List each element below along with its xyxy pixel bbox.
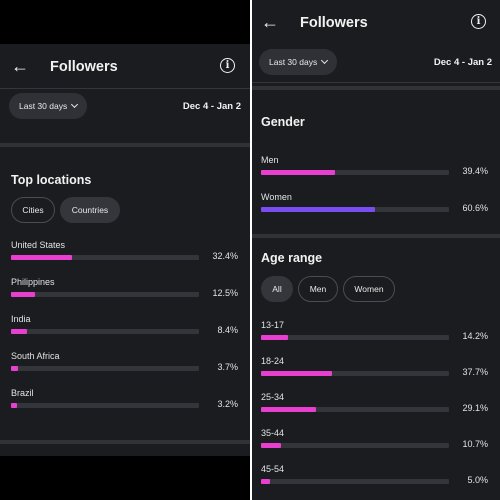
row-percent: 10.7% [462,439,488,449]
right-screen: ← Followers i Last 30 days Dec 4 - Jan 2… [252,0,500,500]
bar-track [11,403,199,408]
page-title: Followers [300,15,368,31]
row-label: Men [261,155,279,165]
row-label: India [11,314,31,324]
bar-fill [261,443,282,448]
chevron-down-icon [321,56,329,65]
bar-track [11,329,199,334]
bar-track [261,207,449,212]
left-screen: ← Followers i Last 30 days Dec 4 - Jan 2… [0,0,250,500]
section-divider [0,143,250,147]
date-range-label: Dec 4 - Jan 2 [433,57,492,68]
gender-title: Gender [261,115,305,129]
bar-fill [261,207,375,212]
row-label: 35-44 [261,428,285,438]
bar-track [261,170,449,175]
page-title: Followers [50,59,118,75]
chevron-down-icon [71,100,79,109]
info-icon[interactable]: i [220,58,235,73]
row-label: South Africa [11,351,60,361]
date-range-dropdown-label: Last 30 days [19,101,68,111]
bar-fill [11,403,18,408]
row-label: Philippines [11,277,55,287]
nav-bar-bottom [0,456,250,500]
row-percent: 3.7% [217,362,238,372]
date-range-dropdown[interactable]: Last 30 days [9,93,88,119]
info-icon[interactable]: i [471,14,486,29]
row-label: Women [261,192,292,202]
bar-fill [261,479,271,484]
bar-fill [11,329,27,334]
row-percent: 29.1% [462,403,488,413]
bar-track [261,479,449,484]
bar-fill [261,371,332,376]
bar-track [11,366,199,371]
row-percent: 8.4% [217,325,238,335]
bar-track [11,255,199,260]
date-range-dropdown-label: Last 30 days [269,57,318,67]
header-divider [252,82,500,83]
bar-track [261,443,449,448]
row-percent: 3.2% [217,399,238,409]
chip-men[interactable]: Men [298,276,338,302]
section-title: Top locations [11,173,92,187]
date-range-label: Dec 4 - Jan 2 [182,101,241,112]
row-label: 25-34 [261,392,285,402]
chip-all[interactable]: All [261,276,293,302]
row-label: Brazil [11,388,34,398]
chip-cities[interactable]: Cities [11,197,55,223]
row-label: 45-54 [261,464,285,474]
row-percent: 37.7% [462,367,488,377]
header-divider [0,88,250,89]
row-percent: 60.6% [462,203,488,213]
row-percent: 32.4% [212,251,238,261]
age-range-title: Age range [261,251,323,265]
row-percent: 5.0% [467,475,488,485]
chip-women[interactable]: Women [343,276,395,302]
bar-track [261,335,449,340]
row-label: 13-17 [261,320,285,330]
row-percent: 39.4% [462,166,488,176]
bar-track [261,407,449,412]
bar-fill [11,366,18,371]
bar-fill [261,170,336,175]
row-percent: 14.2% [462,331,488,341]
followers-screen: ← Followers i Last 30 days Dec 4 - Jan 2… [0,44,250,456]
status-bar-top [0,0,250,44]
bar-track [261,371,449,376]
bar-fill [11,292,35,297]
bar-fill [11,255,72,260]
row-label: United States [11,240,66,250]
back-arrow-icon[interactable]: ← [261,12,279,32]
section-divider [252,234,500,238]
chip-countries[interactable]: Countries [60,197,120,223]
bar-fill [261,407,316,412]
bar-track [11,292,199,297]
section-divider [252,86,500,90]
bar-fill [261,335,288,340]
section-divider-bottom [0,440,250,444]
date-range-dropdown[interactable]: Last 30 days [259,49,338,75]
row-percent: 12.5% [212,288,238,298]
back-arrow-icon[interactable]: ← [11,56,29,76]
row-label: 18-24 [261,356,285,366]
